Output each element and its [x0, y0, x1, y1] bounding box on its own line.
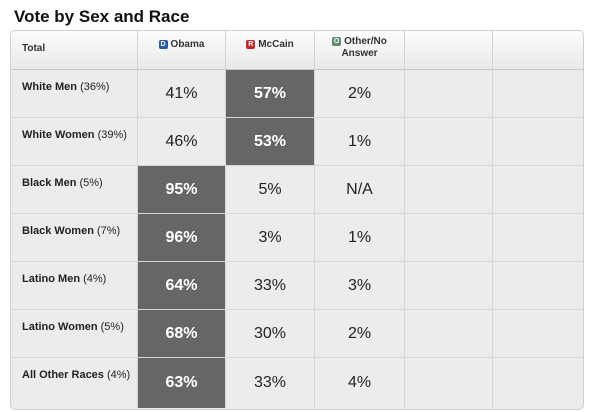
obama-value: 95% [138, 166, 226, 213]
mccain-value: 53% [226, 118, 315, 165]
row-label: Latino Women (5%) [11, 310, 138, 357]
table-row: Latino Men (4%) 64% 33% 3% [11, 262, 583, 310]
empty-cell [493, 166, 583, 213]
empty-cell [405, 166, 493, 213]
empty-cell [493, 358, 583, 408]
group-name: All Other Races [22, 369, 104, 381]
other-value: 1% [315, 118, 405, 165]
header-obama[interactable]: D Obama [138, 31, 226, 69]
other-value: 1% [315, 214, 405, 261]
empty-cell [493, 70, 583, 117]
other-value: 2% [315, 70, 405, 117]
empty-cell [405, 214, 493, 261]
header-mccain-label: McCain [258, 39, 294, 50]
obama-value: 64% [138, 262, 226, 309]
header-empty-2 [493, 31, 583, 69]
group-share: (39%) [97, 129, 127, 141]
header-other[interactable]: O Other/No Answer [315, 31, 405, 69]
table-body: White Men (36%) 41% 57% 2% White Women (39%)… [11, 70, 583, 409]
group-name: White Women [22, 129, 95, 141]
group-name: Black Women [22, 225, 94, 237]
obama-value: 68% [138, 310, 226, 357]
other-value: 4% [315, 358, 405, 408]
democrat-badge-icon: D [158, 40, 168, 49]
group-name: Black Men [22, 177, 77, 189]
other-value: N/A [315, 166, 405, 213]
empty-cell [405, 70, 493, 117]
empty-cell [405, 358, 493, 408]
table-row: Black Women (7%) 96% 3% 1% [11, 214, 583, 262]
table-row: White Men (36%) 41% 57% 2% [11, 70, 583, 118]
group-share: (4%) [83, 273, 107, 285]
obama-value: 63% [138, 358, 226, 408]
obama-value: 96% [138, 214, 226, 261]
obama-value: 46% [138, 118, 226, 165]
row-label: All Other Races (4%) [11, 358, 138, 408]
empty-cell [493, 310, 583, 357]
mccain-value: 33% [226, 262, 315, 309]
empty-cell [405, 118, 493, 165]
republican-badge-icon: R [246, 40, 256, 49]
other-value: 3% [315, 262, 405, 309]
empty-cell [405, 262, 493, 309]
table-row: White Women (39%) 46% 53% 1% [11, 118, 583, 166]
group-share: (5%) [79, 177, 103, 189]
group-name: Latino Men [22, 273, 81, 285]
page-title: Vote by Sex and Race [14, 7, 190, 26]
empty-cell [493, 118, 583, 165]
table-row: Latino Women (5%) 68% 30% 2% [11, 310, 583, 358]
empty-cell [405, 310, 493, 357]
group-name: White Men [22, 81, 77, 93]
group-share: (7%) [97, 225, 121, 237]
row-label: Black Women (7%) [11, 214, 138, 261]
group-share: (36%) [80, 81, 110, 93]
obama-value: 41% [138, 70, 226, 117]
mccain-value: 57% [226, 70, 315, 117]
header-obama-label: Obama [170, 39, 205, 50]
mccain-value: 30% [226, 310, 315, 357]
results-table: Total D Obama R McCain O Other/No Answer Wh… [10, 30, 584, 410]
table-header: Total D Obama R McCain O Other/No Answer [11, 31, 583, 70]
header-other-label: Other/No Answer [341, 36, 387, 59]
row-label: White Women (39%) [11, 118, 138, 165]
mccain-value: 33% [226, 358, 315, 408]
mccain-value: 3% [226, 214, 315, 261]
empty-cell [493, 262, 583, 309]
header-total: Total [11, 31, 138, 69]
table-row: All Other Races (4%) 63% 33% 4% [11, 358, 583, 408]
mccain-value: 5% [226, 166, 315, 213]
table-row: Black Men (5%) 95% 5% N/A [11, 166, 583, 214]
empty-cell [493, 214, 583, 261]
row-label: Latino Men (4%) [11, 262, 138, 309]
header-mccain[interactable]: R McCain [226, 31, 315, 69]
row-label: White Men (36%) [11, 70, 138, 117]
header-empty-1 [405, 31, 493, 69]
other-badge-icon: O [332, 37, 342, 46]
row-label: Black Men (5%) [11, 166, 138, 213]
other-value: 2% [315, 310, 405, 357]
group-name: Latino Women [22, 321, 98, 333]
group-share: (4%) [106, 369, 131, 381]
group-share: (5%) [100, 321, 124, 333]
